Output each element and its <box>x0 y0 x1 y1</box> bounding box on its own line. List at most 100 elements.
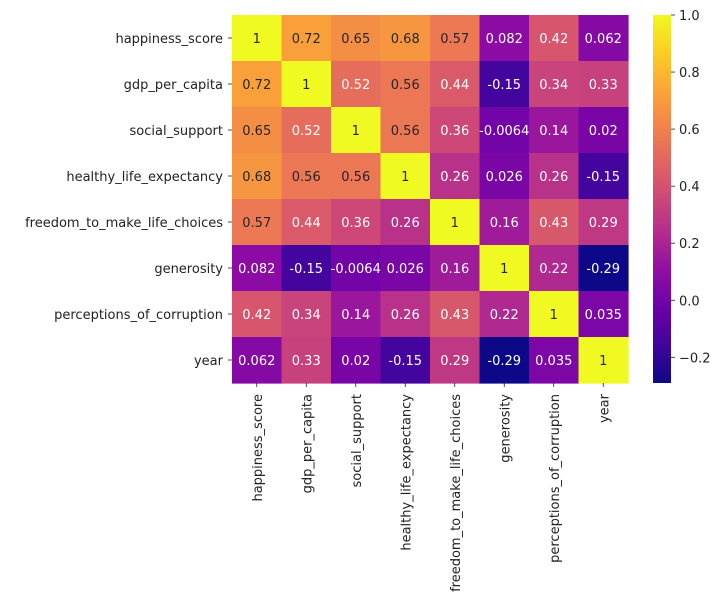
cell-value-label: 0.062 <box>238 354 275 369</box>
heatmap-cell <box>529 245 580 292</box>
cell-value-label: 0.44 <box>440 78 469 93</box>
cell-value-label: 0.42 <box>539 32 568 47</box>
cell-value-label: -0.15 <box>388 354 422 369</box>
cell-value-label: 0.14 <box>341 308 370 323</box>
heatmap-cell <box>529 61 580 108</box>
heatmap-cell <box>380 199 431 246</box>
cell-value-label: -0.0064 <box>331 262 381 277</box>
heatmap-cell <box>578 199 629 246</box>
row-label: year <box>194 354 224 369</box>
heatmap-cell <box>331 245 382 292</box>
colorbar-tick-label: 0.0 <box>679 294 700 309</box>
cell-value-label: 0.36 <box>440 124 469 139</box>
heatmap-cell <box>232 61 283 108</box>
column-label: generosity <box>498 394 513 463</box>
heatmap-cell <box>232 337 283 384</box>
row-label: happiness_score <box>115 32 223 47</box>
column-label: perceptions_of_corruption <box>548 394 563 563</box>
heatmap-cell <box>479 107 530 154</box>
colorbar-tick-label: 0.4 <box>679 180 700 195</box>
row-label: social_support <box>130 124 223 139</box>
cell-value-label: 0.56 <box>292 170 321 185</box>
cell-value-label: -0.15 <box>487 78 521 93</box>
cell-value-label: 0.72 <box>242 78 271 93</box>
cell-value-label: 0.16 <box>490 216 519 231</box>
column-label: year <box>597 393 612 423</box>
heatmap-cell <box>380 153 431 200</box>
heatmap-cell <box>281 291 332 338</box>
cell-value-label: 1 <box>302 78 310 93</box>
colorbar: −0.2 0.0 0.2 0.4 0.6 0.8 1.0 <box>653 9 711 383</box>
cell-value-label: 0.33 <box>589 78 618 93</box>
row-label: healthy_life_expectancy <box>66 170 223 185</box>
heatmap-cell <box>331 291 382 338</box>
heatmap-cell <box>479 153 530 200</box>
column-label: social_support <box>350 394 365 487</box>
cell-value-label: -0.15 <box>289 262 323 277</box>
cell-value-label: 1 <box>451 216 459 231</box>
heatmap-cell <box>232 291 283 338</box>
cell-value-label: 0.52 <box>292 124 321 139</box>
cell-value-label: 0.14 <box>539 124 568 139</box>
heatmap-cell <box>232 153 283 200</box>
colorbar-tick-label: 0.6 <box>679 123 700 138</box>
heatmap-cell <box>479 199 530 246</box>
heatmap-cell <box>430 61 481 108</box>
cell-value-label: 0.22 <box>539 262 568 277</box>
cell-value-label: 0.16 <box>440 262 469 277</box>
cell-value-label: 0.65 <box>341 32 370 47</box>
cell-value-label: 0.56 <box>391 78 420 93</box>
cell-value-label: 1 <box>253 32 261 47</box>
colorbar-tick-label: 0.8 <box>679 66 700 81</box>
heatmap-cell <box>281 61 332 108</box>
cell-value-label: 0.33 <box>292 354 321 369</box>
heatmap-cell <box>529 199 580 246</box>
heatmap-cell <box>331 107 382 154</box>
heatmap-cell <box>281 245 332 292</box>
heatmap-cell <box>380 107 431 154</box>
cell-value-label: 0.68 <box>242 170 271 185</box>
heatmap-cell <box>430 107 481 154</box>
cell-value-label: 0.02 <box>341 354 370 369</box>
cell-value-label: 0.026 <box>387 262 424 277</box>
heatmap-cell <box>578 61 629 108</box>
colorbar-tick-label: 0.2 <box>679 237 700 252</box>
row-label: freedom_to_make_life_choices <box>25 216 223 231</box>
heatmap-cell <box>578 291 629 338</box>
heatmap-cell <box>578 337 629 384</box>
heatmap-cell <box>578 107 629 154</box>
heatmap-cell <box>529 291 580 338</box>
column-label: healthy_life_expectancy <box>399 394 414 551</box>
heatmap-cell <box>529 15 580 62</box>
cell-value-label: 0.36 <box>341 216 370 231</box>
cell-value-label: 1 <box>599 354 607 369</box>
heatmap-cell <box>331 337 382 384</box>
cell-value-label: 0.026 <box>486 170 523 185</box>
cell-value-label: 0.22 <box>490 308 519 323</box>
cell-value-label: 0.43 <box>539 216 568 231</box>
heatmap-cell <box>380 15 431 62</box>
cell-value-label: 0.082 <box>486 32 523 47</box>
cell-value-label: 0.26 <box>391 216 420 231</box>
row-label: perceptions_of_corruption <box>54 308 223 323</box>
heatmap-cell <box>529 107 580 154</box>
heatmap-cell <box>331 15 382 62</box>
heatmap-cell <box>578 15 629 62</box>
heatmap-cell <box>430 199 481 246</box>
cell-value-label: 1 <box>401 170 409 185</box>
cell-value-label: 0.44 <box>292 216 321 231</box>
heatmap-cell <box>232 199 283 246</box>
cell-value-label: 0.26 <box>440 170 469 185</box>
cell-value-label: 1 <box>550 308 558 323</box>
cell-value-label: 0.26 <box>391 308 420 323</box>
heatmap-cell <box>281 337 332 384</box>
heatmap-cell <box>232 245 283 292</box>
heatmap-cell <box>281 153 332 200</box>
cell-value-label: 0.035 <box>585 308 622 323</box>
heatmap-cell <box>331 199 382 246</box>
heatmap-cell <box>578 245 629 292</box>
cell-value-label: -0.29 <box>487 354 521 369</box>
cell-value-label: 0.34 <box>292 308 321 323</box>
heatmap-cell <box>380 245 431 292</box>
